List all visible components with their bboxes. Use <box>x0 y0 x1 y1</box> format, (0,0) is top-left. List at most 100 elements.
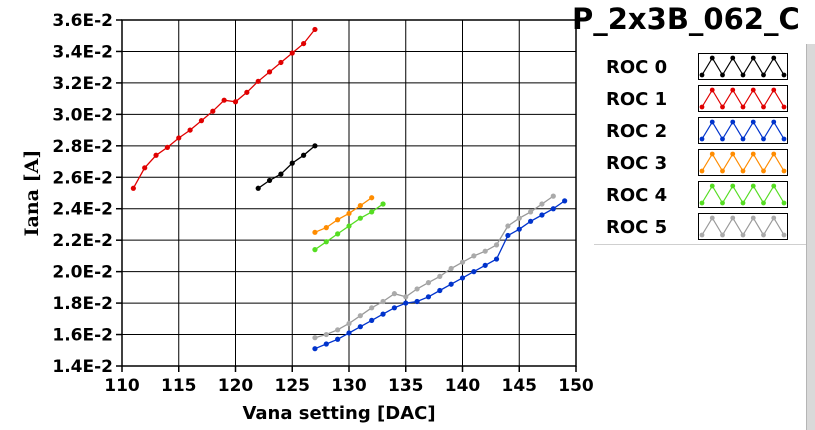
data-point <box>539 201 545 207</box>
legend-swatch-marker <box>720 104 725 110</box>
legend-swatch <box>698 149 788 176</box>
data-point <box>505 232 511 239</box>
x-tick-label: 120 <box>218 376 254 396</box>
y-tick-label: 1.8E-2 <box>52 294 113 314</box>
y-tick-label: 3.4E-2 <box>52 42 113 62</box>
legend-swatch-marker <box>740 232 746 238</box>
legend-swatch-marker <box>699 72 705 78</box>
legend-item: ROC 3 <box>594 146 806 178</box>
axes: 110 115 120 125 130 135 140 145 150 1.4E-2 1.6E-2 1… <box>52 11 594 396</box>
y-tick-label: 1.6E-2 <box>52 326 113 346</box>
data-point <box>380 201 386 207</box>
legend-swatch-marker <box>730 55 736 61</box>
legend-swatch-marker <box>709 215 715 221</box>
y-tick-label: 3.0E-2 <box>52 105 113 125</box>
data-point <box>255 185 261 191</box>
data-point <box>266 177 273 184</box>
y-tick-label: 1.4E-2 <box>52 357 113 377</box>
x-tick-label: 125 <box>275 376 311 396</box>
data-point <box>312 26 318 33</box>
legend-swatch-marker <box>720 200 725 206</box>
legend-swatch-marker <box>709 55 715 61</box>
legend-swatch-marker <box>720 72 725 78</box>
data-point <box>425 294 432 300</box>
y-tick-label: 3.6E-2 <box>52 11 113 31</box>
legend-label: ROC 2 <box>606 121 668 142</box>
data-point <box>528 218 534 224</box>
data-point <box>244 89 250 95</box>
legend-swatch-marker <box>740 72 746 78</box>
data-point <box>312 247 318 253</box>
legend-item: ROC 1 <box>594 82 806 114</box>
series-roc-3 <box>312 195 375 235</box>
data-point <box>289 160 295 166</box>
data-point <box>210 108 216 114</box>
series-roc-0 <box>255 143 318 191</box>
data-point <box>176 135 182 141</box>
data-point <box>289 50 295 56</box>
legend-swatch-marker <box>730 151 736 157</box>
data-point <box>323 225 329 231</box>
legend-swatch-marker <box>740 136 746 142</box>
data-point <box>493 256 500 262</box>
data-point <box>142 165 148 171</box>
series-roc-5 <box>312 193 556 341</box>
legend-swatch-marker <box>730 119 736 125</box>
series-roc-2 <box>312 198 568 352</box>
data-point <box>369 317 375 323</box>
data-point <box>403 300 409 306</box>
legend-swatch <box>698 53 788 80</box>
data-point <box>346 320 352 327</box>
data-point <box>448 281 454 287</box>
legend-item: ROC 2 <box>594 114 806 146</box>
data-point <box>437 287 443 294</box>
data-point <box>471 269 477 275</box>
legend-swatch-marker <box>730 215 736 221</box>
legend-swatch-marker <box>750 119 756 125</box>
x-tick-label: 145 <box>502 376 538 396</box>
legend-swatch-marker <box>720 232 725 238</box>
data-point <box>153 152 159 158</box>
legend-swatch-marker <box>761 200 766 206</box>
data-point <box>357 202 363 209</box>
legend-swatch-marker <box>761 136 766 142</box>
line-chart: 110 115 120 125 130 135 140 145 150 1.4E-2 1.6E-2 1… <box>21 11 594 424</box>
scrollbar[interactable] <box>806 44 815 430</box>
legend-swatch-marker <box>699 104 705 110</box>
data-point <box>301 40 307 47</box>
x-tick-label: 150 <box>558 376 594 396</box>
legend-swatch-marker <box>740 104 746 110</box>
legend-swatch-marker <box>781 104 787 110</box>
legend-swatch-marker <box>761 168 766 174</box>
data-point <box>346 223 352 229</box>
data-point <box>414 286 420 292</box>
legend-swatch <box>698 85 788 112</box>
legend-swatch-marker <box>750 183 756 189</box>
series-roc-1 <box>130 26 318 191</box>
legend-swatch-marker <box>730 183 736 189</box>
y-tick-label: 2.2E-2 <box>52 231 113 251</box>
data-point <box>459 259 466 265</box>
legend-swatch-marker <box>699 168 705 174</box>
data-point <box>505 223 511 229</box>
data-point <box>550 206 556 212</box>
legend-swatch-marker <box>699 232 705 238</box>
x-axis-label: Vana setting [DAC] <box>242 403 435 424</box>
data-point <box>391 291 397 297</box>
data-point <box>471 253 477 259</box>
y-tick-label: 2.8E-2 <box>52 137 113 157</box>
data-point <box>323 239 329 245</box>
legend-swatch <box>698 117 788 144</box>
legend-item: ROC 0 <box>594 50 806 82</box>
legend: ROC 0 ROC 1 ROC 2 ROC 3 ROC 4 ROC 5 <box>594 44 807 245</box>
data-point <box>414 298 420 305</box>
data-point <box>403 294 409 300</box>
legend-swatch-marker <box>750 151 756 157</box>
data-point <box>357 215 363 221</box>
data-point <box>232 99 239 105</box>
data-point <box>164 144 170 150</box>
y-tick-label: 2.4E-2 <box>52 200 113 220</box>
x-tick-label: 135 <box>388 376 424 396</box>
data-point <box>369 209 375 215</box>
